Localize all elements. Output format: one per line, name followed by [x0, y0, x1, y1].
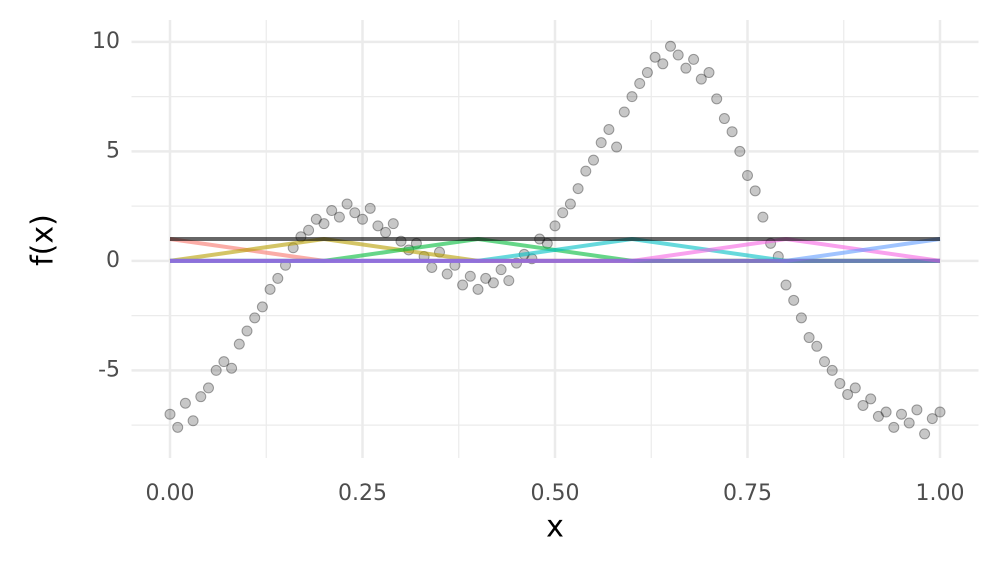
point	[472, 283, 484, 295]
point	[742, 169, 753, 181]
point	[341, 198, 353, 210]
point	[849, 382, 861, 394]
point	[364, 202, 376, 214]
x-tick-label: 0.25	[338, 481, 387, 506]
point	[580, 165, 592, 177]
point	[195, 391, 207, 403]
point	[857, 399, 869, 411]
y-axis-title: f(x)	[26, 214, 61, 266]
point	[564, 198, 576, 210]
point	[711, 93, 723, 105]
point	[872, 410, 884, 422]
point	[203, 382, 214, 394]
point	[803, 332, 815, 344]
point	[264, 283, 276, 295]
point	[665, 40, 676, 52]
point	[256, 301, 268, 313]
point	[164, 408, 176, 420]
point	[595, 137, 607, 149]
point	[888, 421, 900, 433]
point	[179, 397, 191, 409]
point	[826, 364, 838, 376]
y-tick-label: 0	[106, 248, 120, 273]
point	[187, 415, 199, 427]
point	[649, 51, 661, 63]
point	[726, 126, 738, 138]
point	[618, 106, 630, 118]
point	[233, 338, 245, 350]
point	[718, 113, 730, 125]
point	[734, 145, 746, 157]
point	[749, 185, 761, 197]
point	[911, 404, 923, 416]
point	[310, 213, 322, 225]
point	[464, 270, 476, 282]
point	[865, 393, 877, 405]
point	[780, 279, 792, 291]
point	[372, 220, 384, 232]
point	[357, 213, 368, 225]
point	[926, 413, 938, 425]
point	[172, 421, 184, 433]
point	[795, 312, 807, 324]
point	[457, 279, 469, 291]
point	[333, 211, 345, 223]
point	[349, 207, 361, 219]
point	[842, 388, 854, 400]
point	[788, 294, 800, 306]
point	[634, 78, 646, 90]
point	[380, 226, 392, 238]
point	[657, 58, 669, 70]
point	[249, 312, 261, 324]
point	[603, 124, 615, 135]
point	[272, 272, 284, 284]
point	[503, 275, 515, 287]
point	[811, 340, 823, 352]
point	[303, 224, 315, 236]
point	[557, 207, 569, 219]
point	[672, 49, 684, 61]
x-tick-label: 1.00	[916, 481, 965, 506]
point	[218, 356, 230, 368]
point	[834, 378, 846, 390]
point	[572, 183, 584, 195]
point	[688, 53, 700, 65]
point	[318, 218, 330, 230]
point	[426, 261, 438, 273]
point	[495, 264, 507, 276]
point	[934, 406, 946, 418]
point	[480, 272, 492, 284]
point	[549, 220, 561, 232]
point	[387, 218, 399, 230]
point	[703, 67, 715, 79]
point	[757, 211, 769, 223]
point	[880, 406, 892, 418]
y-tick-label: 10	[92, 29, 120, 54]
point	[210, 364, 222, 376]
point	[919, 428, 931, 440]
point	[626, 91, 638, 103]
point	[641, 67, 653, 79]
y-tick-label: -5	[98, 357, 120, 382]
point	[241, 325, 253, 337]
point	[695, 73, 707, 85]
point	[680, 62, 692, 74]
point	[441, 268, 453, 280]
point	[588, 154, 599, 166]
point	[819, 356, 830, 368]
point	[326, 205, 338, 217]
x-axis-title: x	[546, 510, 564, 545]
point	[611, 141, 623, 153]
x-tick-label: 0.00	[146, 481, 195, 506]
x-tick-label: 0.75	[723, 481, 772, 506]
y-tick-label: 5	[106, 138, 120, 163]
x-tick-label: 0.50	[531, 481, 580, 506]
point	[903, 417, 915, 429]
point	[896, 408, 907, 420]
point	[487, 277, 499, 289]
point	[226, 362, 238, 374]
